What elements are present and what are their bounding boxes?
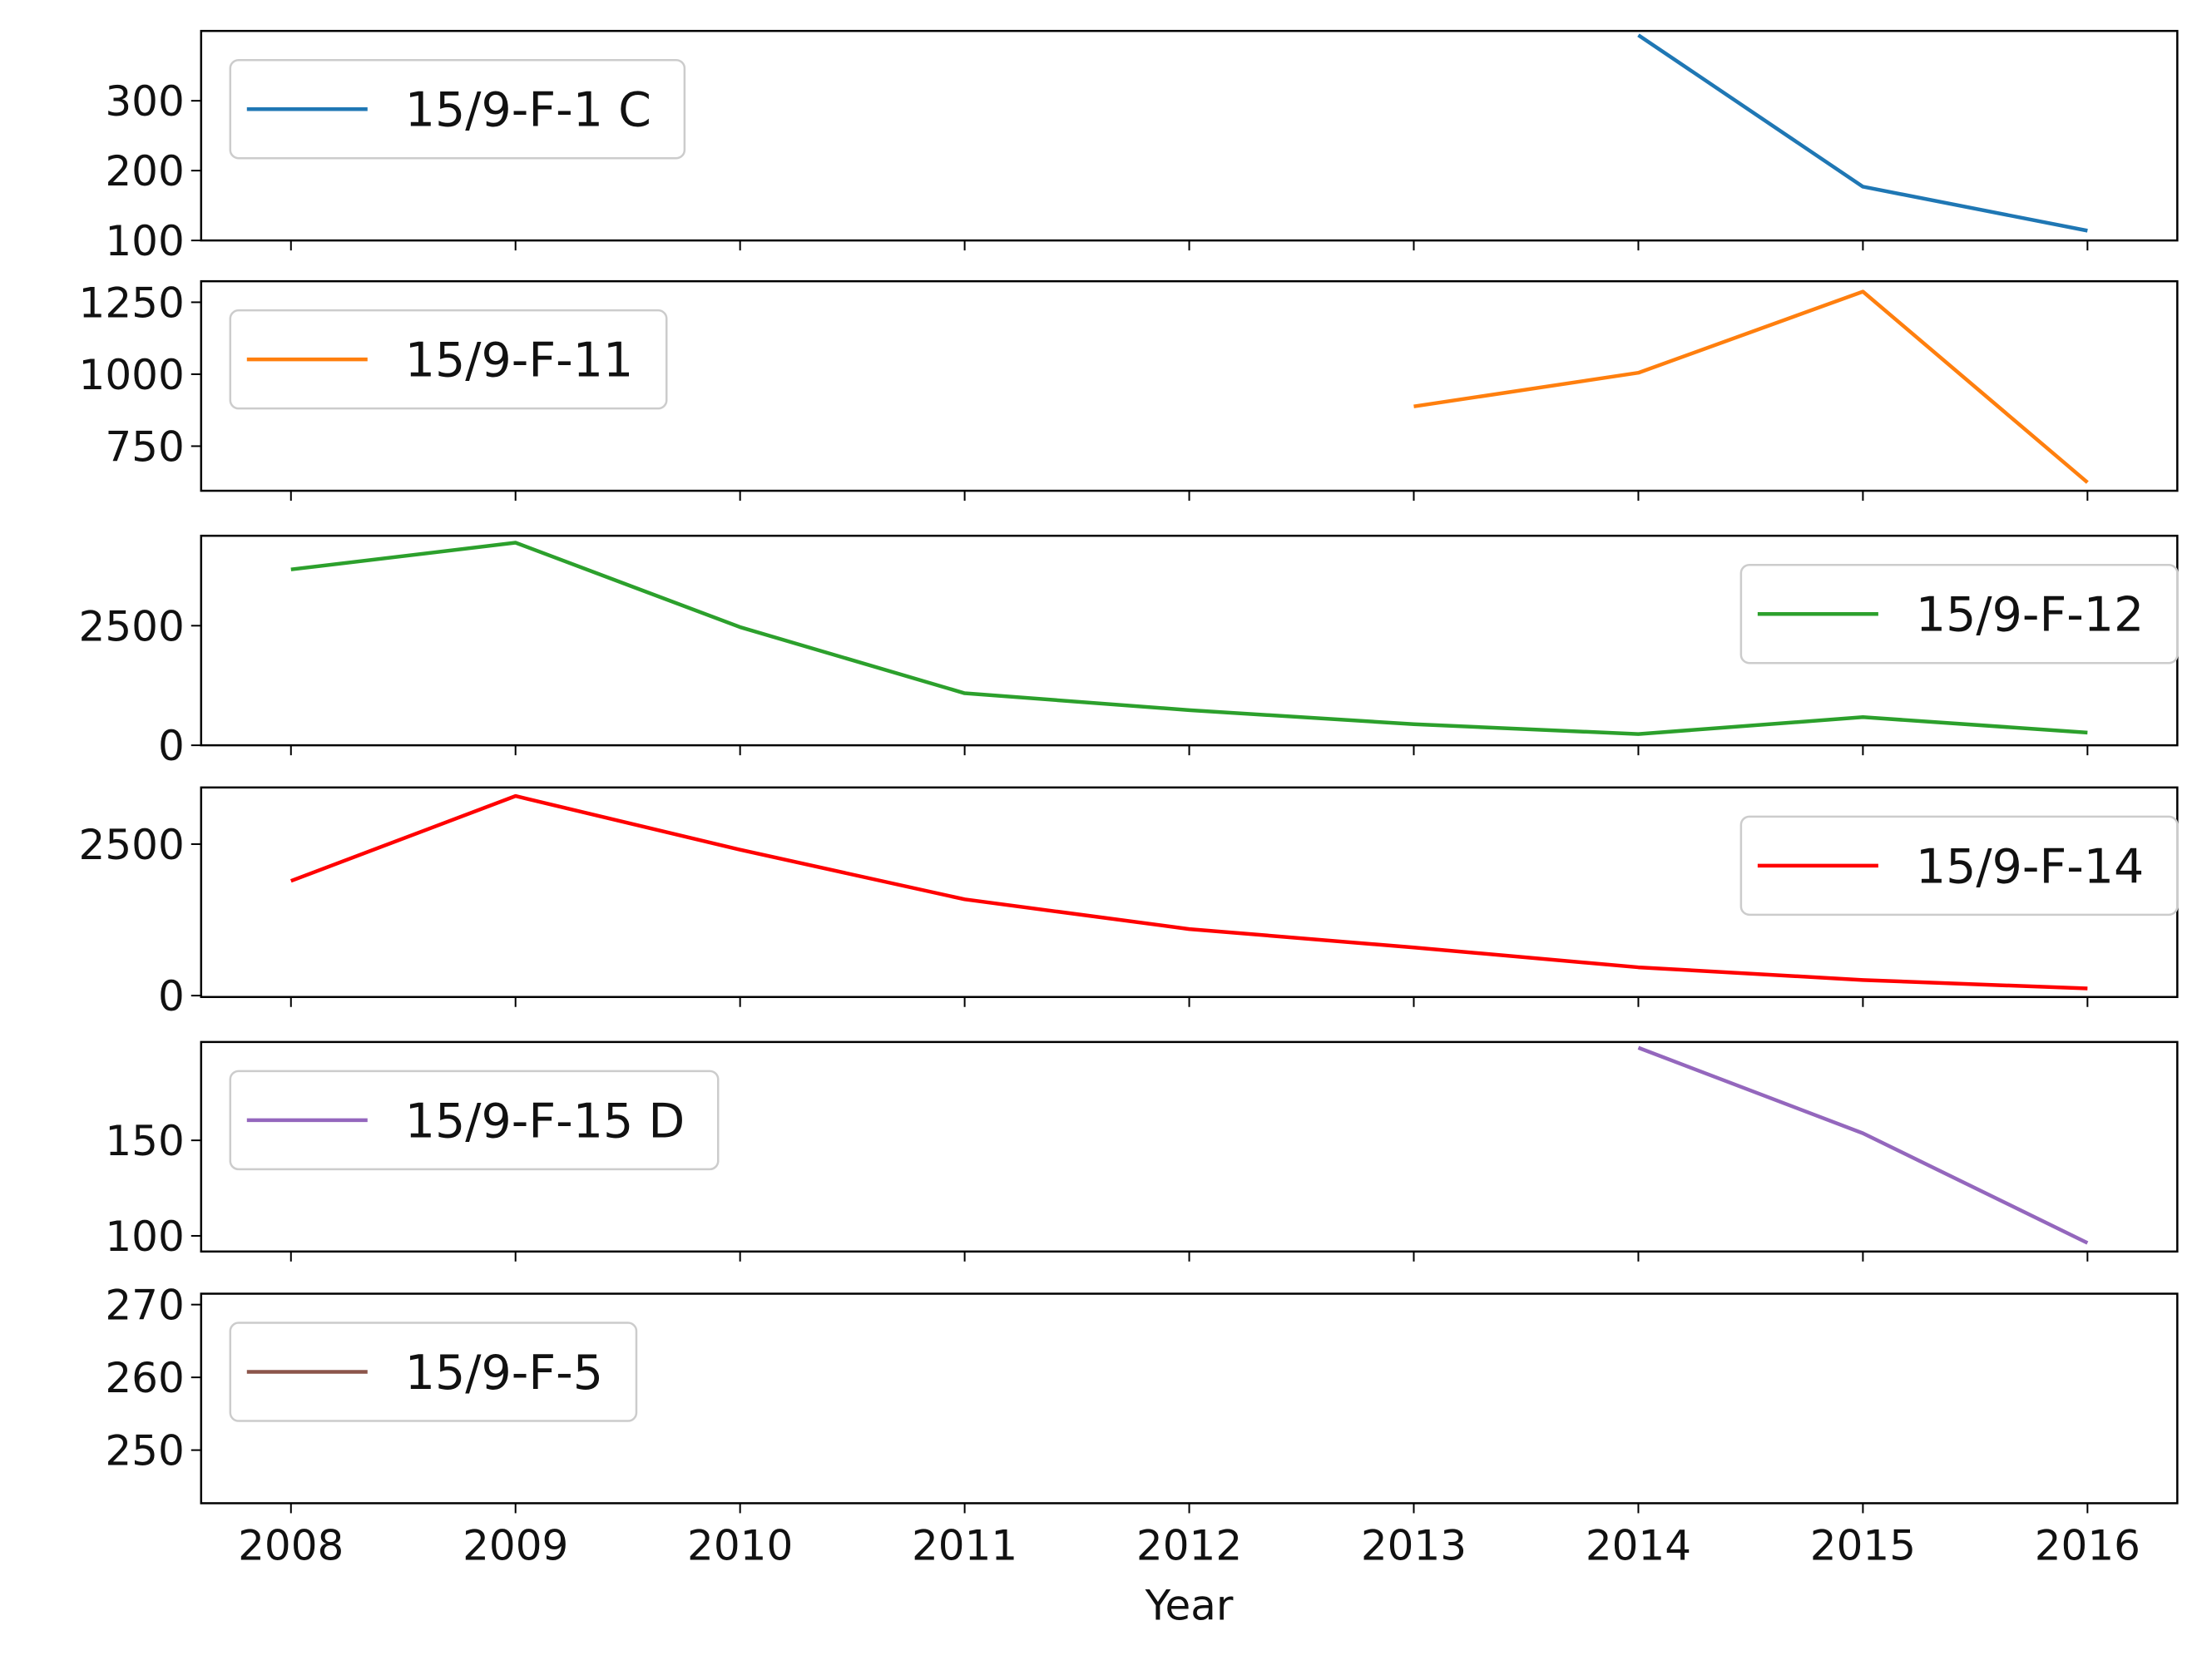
- y-tick-label: 150: [105, 1117, 184, 1165]
- axes-frame: [200, 1292, 2179, 1505]
- y-tick-label: 1000: [79, 351, 185, 399]
- legend-label: 15/9-F-11: [405, 334, 633, 388]
- y-tick-label: 1250: [79, 279, 185, 327]
- line: [290, 541, 2088, 736]
- y-tick-label: 200: [105, 147, 184, 195]
- legend: 15/9-F-1 C: [229, 58, 686, 160]
- line: [1637, 33, 2088, 233]
- legend: 15/9-F-12: [1739, 563, 2179, 665]
- x-tick-label: 2015: [1810, 1521, 1916, 1569]
- legend-label: 15/9-F-5: [405, 1346, 603, 1401]
- x-tick-label: 2013: [1361, 1521, 1467, 1569]
- y-tick-label: 750: [105, 422, 184, 471]
- legend-box: [229, 1070, 720, 1171]
- y-tick-label: 2500: [79, 821, 185, 869]
- subplot: 0 2500 15/9-F-14: [79, 786, 2179, 1020]
- legend: 15/9-F-5: [229, 1322, 638, 1422]
- axes-frame: [200, 279, 2179, 492]
- line: [1637, 1045, 2089, 1245]
- y-tick-label: 100: [105, 1213, 184, 1261]
- y-tick-label: 250: [105, 1427, 184, 1475]
- legend-box: [229, 58, 686, 160]
- subplot: 100 150 15/9-F-15 D: [105, 1040, 2179, 1262]
- y-tick-label: 0: [158, 972, 185, 1020]
- subplot: 750 1000 1250 15/9-F-11: [79, 279, 2179, 502]
- legend: 15/9-F-11: [229, 309, 668, 410]
- x-tick-label: 2011: [912, 1521, 1017, 1569]
- y-tick-label: 260: [105, 1354, 184, 1402]
- x-axis-label: Year: [1145, 1581, 1234, 1629]
- legend-label: 15/9-F-15 D: [405, 1094, 685, 1149]
- legend-box: [229, 309, 668, 410]
- legend-box: [229, 1322, 638, 1422]
- x-tick-label: 2014: [1586, 1521, 1691, 1569]
- y-tick-label: 0: [158, 722, 185, 770]
- line: [1413, 289, 2089, 484]
- legend-label: 15/9-F-12: [1916, 588, 2144, 643]
- subplot: 250 260 270 2008 2009 2010 2011 2012 2013 2014 201…: [105, 1282, 2179, 1629]
- x-tick-label: 2012: [1136, 1521, 1242, 1569]
- x-tick-label: 2009: [463, 1521, 568, 1569]
- legend-box: [1739, 815, 2179, 917]
- y-tick-label: 2500: [79, 602, 185, 650]
- subplot: 0 2500 15/9-F-12: [79, 534, 2179, 770]
- legend-box: [1739, 563, 2179, 665]
- line: [289, 793, 2088, 991]
- y-tick-label: 100: [105, 217, 184, 265]
- legend: 15/9-F-15 D: [229, 1070, 720, 1171]
- x-tick-label: 2010: [687, 1521, 793, 1569]
- axes-frame: [200, 1040, 2179, 1253]
- legend-label: 15/9-F-14: [1916, 839, 2144, 894]
- axes-frame: [200, 29, 2179, 242]
- legend-label: 15/9-F-1 C: [405, 83, 651, 138]
- x-tick-label: 2008: [238, 1521, 344, 1569]
- y-tick-label: 300: [105, 77, 184, 126]
- x-tick-label: 2016: [2035, 1521, 2140, 1569]
- subplot: 100 200 300 15/9-F-1 C: [105, 29, 2179, 265]
- y-tick-label: 270: [105, 1282, 184, 1330]
- legend: 15/9-F-14: [1739, 815, 2179, 917]
